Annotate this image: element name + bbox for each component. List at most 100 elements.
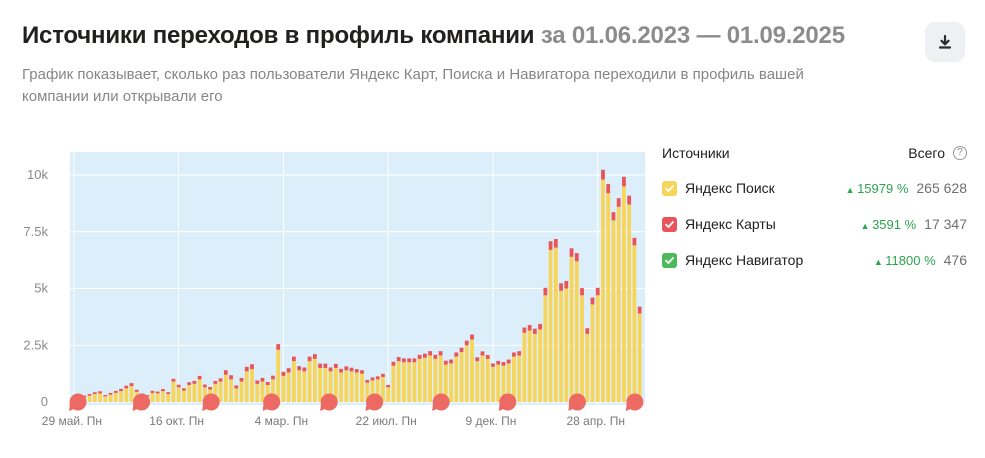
bar-segment-maps[interactable] (360, 370, 364, 374)
bar-segment-search[interactable] (412, 362, 417, 402)
bar-segment-search[interactable] (522, 332, 527, 402)
bar-segment-search[interactable] (276, 349, 281, 402)
bar-segment-maps[interactable] (381, 373, 385, 378)
bar-segment-search[interactable] (606, 193, 611, 402)
bar-segment-search[interactable] (113, 392, 118, 402)
bar-segment-search[interactable] (491, 366, 495, 402)
bar-segment-maps[interactable] (265, 382, 270, 385)
event-marker-icon[interactable] (69, 393, 87, 412)
bar-segment-search[interactable] (517, 355, 522, 402)
bar-segment-search[interactable] (218, 381, 223, 402)
bar-segment-maps[interactable] (559, 283, 563, 291)
checkbox-checked-icon[interactable] (662, 180, 677, 196)
bar-segment-search[interactable] (307, 361, 312, 402)
bar-segment-maps[interactable] (312, 354, 317, 359)
bar-segment-search[interactable] (239, 381, 244, 402)
bar-segment-maps[interactable] (255, 380, 260, 384)
bar-segment-search[interactable] (428, 355, 432, 402)
legend-item[interactable]: Яндекс Навигатор 11800 % 476 (662, 242, 967, 278)
bar-segment-maps[interactable] (512, 352, 516, 357)
bar-segment-search[interactable] (360, 373, 364, 402)
bar-segment-search[interactable] (559, 290, 563, 402)
bar-segment-search[interactable] (381, 377, 385, 402)
bar-segment-search[interactable] (197, 379, 202, 402)
bar-segment-search[interactable] (601, 179, 605, 402)
bar-segment-maps[interactable] (187, 382, 192, 385)
bar-segment-search[interactable] (223, 374, 228, 402)
bar-segment-search[interactable] (92, 394, 97, 402)
checkbox-checked-icon[interactable] (662, 216, 677, 232)
bar-segment-search[interactable] (229, 379, 233, 402)
bar-segment-maps[interactable] (281, 371, 286, 376)
bar-segment-search[interactable] (119, 391, 123, 402)
bar-segment-maps[interactable] (422, 353, 427, 358)
bar-segment-search[interactable] (344, 370, 349, 402)
bar-segment-maps[interactable] (124, 385, 129, 389)
bar-segment-maps[interactable] (344, 366, 349, 371)
bar-segment-search[interactable] (328, 371, 333, 402)
bar-segment-search[interactable] (312, 358, 317, 402)
event-marker-icon[interactable] (432, 393, 450, 412)
bar-segment-search[interactable] (538, 329, 543, 402)
bar-segment-search[interactable] (574, 261, 579, 402)
bar-segment-maps[interactable] (501, 362, 506, 366)
bar-segment-search[interactable] (155, 393, 160, 402)
bar-segment-search[interactable] (202, 387, 207, 402)
bar-segment-maps[interactable] (87, 394, 92, 396)
bar-segment-maps[interactable] (202, 384, 207, 388)
question-circle-icon[interactable]: ? (953, 146, 967, 160)
event-marker-icon[interactable] (320, 393, 338, 412)
bar-segment-maps[interactable] (250, 364, 254, 370)
bar-segment-search[interactable] (124, 388, 129, 402)
bar-segment-search[interactable] (234, 388, 239, 402)
bar-segment-maps[interactable] (318, 363, 322, 368)
bar-segment-maps[interactable] (323, 363, 328, 368)
bar-segment-maps[interactable] (375, 376, 380, 380)
event-marker-icon[interactable] (132, 393, 151, 412)
event-marker-icon[interactable] (202, 393, 220, 412)
bar-segment-maps[interactable] (407, 358, 412, 363)
bar-segment-search[interactable] (438, 355, 443, 402)
bar-segment-maps[interactable] (182, 388, 186, 391)
bar-segment-maps[interactable] (119, 388, 123, 392)
bar-segment-search[interactable] (595, 295, 600, 402)
bar-segment-search[interactable] (255, 383, 260, 402)
bar-segment-maps[interactable] (145, 394, 150, 397)
bar-segment-maps[interactable] (402, 358, 406, 363)
bar-segment-search[interactable] (271, 379, 275, 402)
bar-segment-maps[interactable] (213, 380, 218, 384)
bar-segment-maps[interactable] (428, 351, 432, 356)
bar-segment-search[interactable] (616, 206, 621, 402)
bar-segment-maps[interactable] (98, 391, 102, 394)
bar-segment-search[interactable] (333, 367, 338, 402)
bar-segment-search[interactable] (527, 330, 532, 402)
bar-segment-maps[interactable] (553, 239, 558, 248)
bar-segment-maps[interactable] (354, 369, 359, 373)
bar-segment-maps[interactable] (292, 356, 296, 362)
bar-segment-search[interactable] (129, 386, 134, 402)
bar-segment-search[interactable] (580, 295, 584, 402)
bar-segment-maps[interactable] (548, 241, 553, 250)
bar-segment-search[interactable] (281, 375, 286, 402)
bar-segment-search[interactable] (590, 304, 595, 402)
bar-segment-maps[interactable] (333, 363, 338, 368)
bar-segment-maps[interactable] (349, 367, 354, 372)
bar-segment-search[interactable] (265, 384, 270, 402)
bar-segment-maps[interactable] (92, 392, 97, 395)
bar-segment-search[interactable] (192, 383, 197, 402)
bar-segment-maps[interactable] (616, 198, 621, 207)
bar-segment-search[interactable] (302, 371, 307, 402)
bar-segment-search[interactable] (103, 396, 108, 402)
event-marker-icon[interactable] (568, 393, 586, 412)
bar-segment-maps[interactable] (297, 366, 302, 371)
bar-segment-search[interactable] (260, 381, 265, 402)
bar-segment-search[interactable] (318, 367, 322, 402)
bar-segment-search[interactable] (548, 249, 553, 402)
bar-segment-search[interactable] (512, 356, 516, 402)
bar-segment-search[interactable] (396, 361, 401, 402)
bar-segment-maps[interactable] (522, 327, 527, 333)
bar-segment-maps[interactable] (150, 390, 155, 393)
bar-segment-search[interactable] (454, 356, 459, 402)
bar-segment-maps[interactable] (491, 363, 495, 367)
bar-segment-search[interactable] (386, 387, 391, 402)
